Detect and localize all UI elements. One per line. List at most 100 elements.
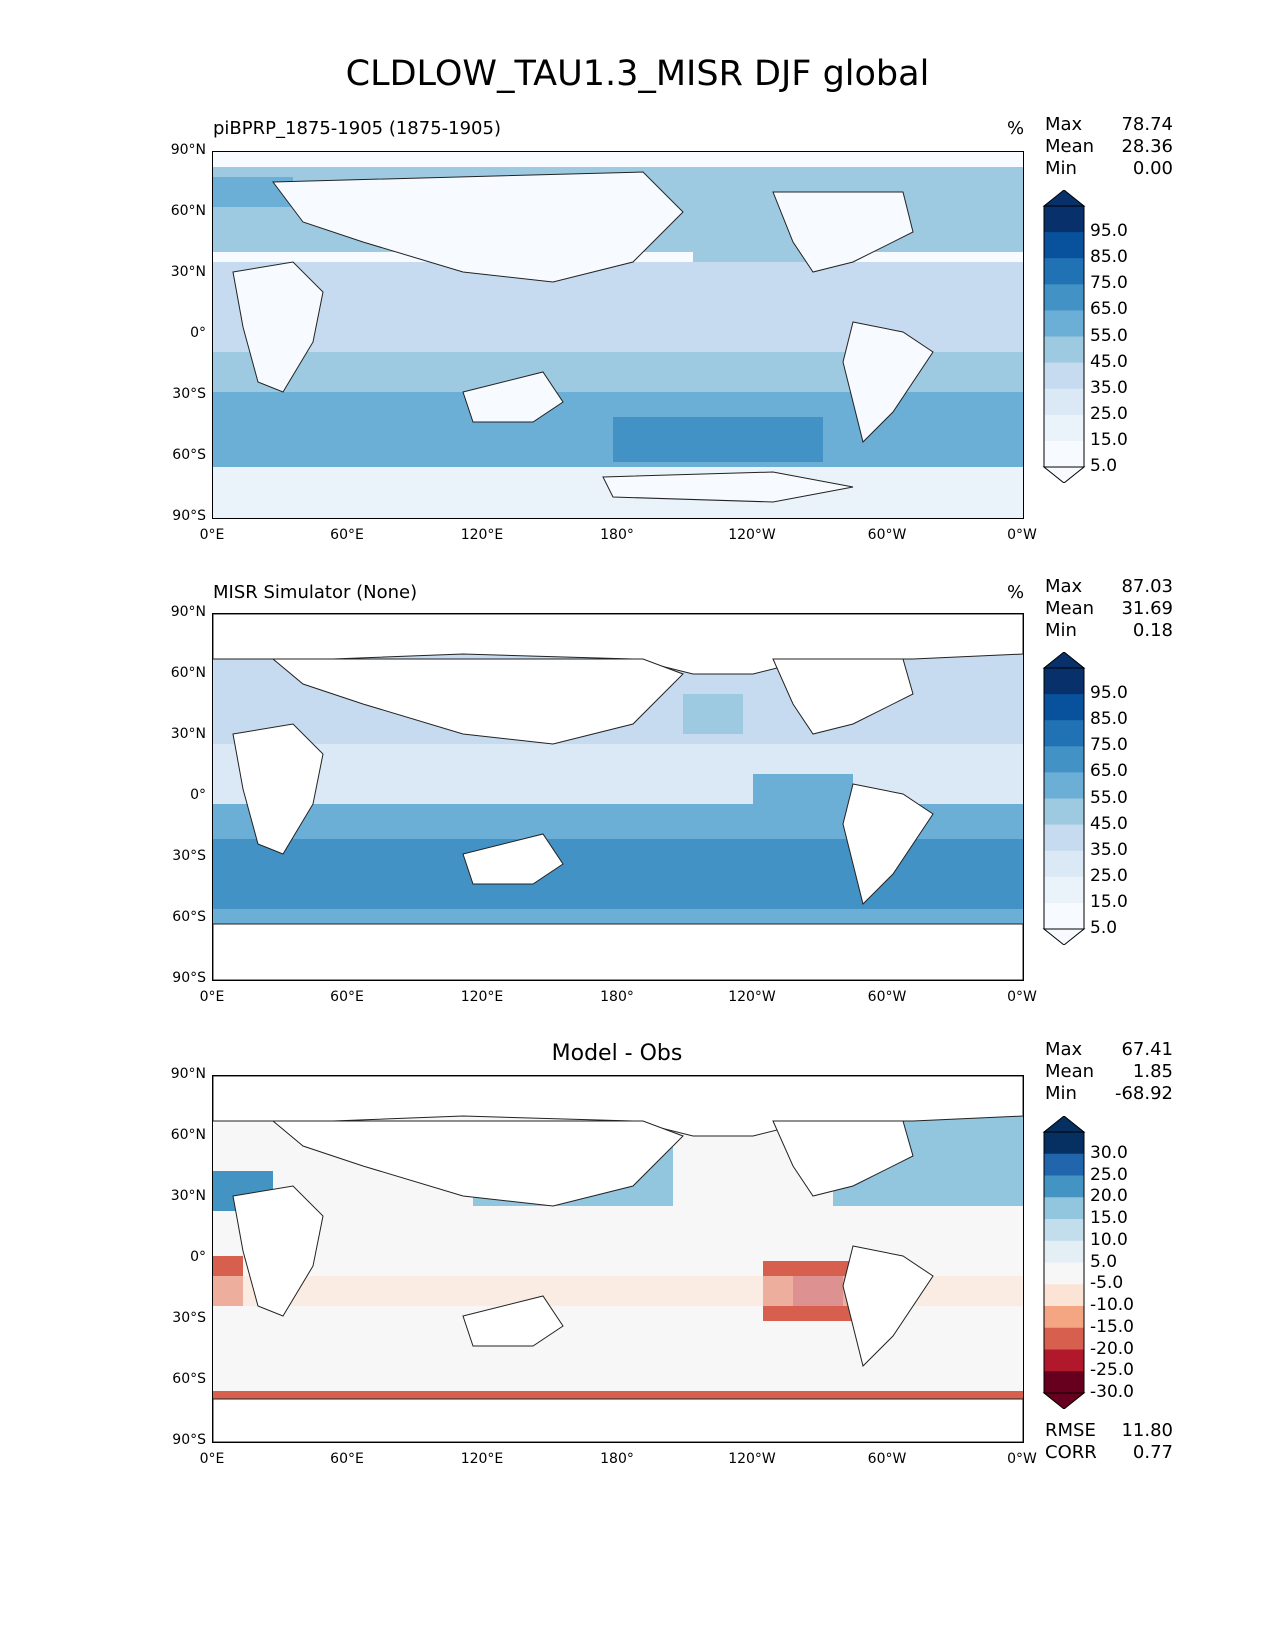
lat-tick-label: 0° <box>190 325 206 341</box>
stat-value: 28.36 <box>1121 136 1173 157</box>
colorbar-segment <box>1044 668 1084 695</box>
lon-tick-label: 120°E <box>460 527 504 543</box>
colorbar-tick-label: 25.0 <box>1090 1164 1128 1185</box>
lon-tick-label: 0°W <box>1007 527 1037 543</box>
colorbar-extend-bottom <box>1042 1392 1086 1410</box>
stat-label: Max <box>1045 114 1083 135</box>
colorbar-segment <box>1044 850 1084 878</box>
colorbar-segment <box>1044 1197 1084 1220</box>
colorbar-tick-label: 15.0 <box>1090 1208 1128 1228</box>
colorbar-extend-top <box>1042 651 1086 669</box>
colorbar-extend-bottom <box>1042 928 1086 946</box>
colorbar-tick-label: 20.0 <box>1090 1186 1128 1207</box>
colorbar-segment <box>1044 772 1084 799</box>
lat-tick-label: 90°S <box>172 1432 206 1448</box>
colorbar-segment <box>1044 824 1084 852</box>
lon-tick-label: 120°W <box>728 989 776 1005</box>
lat-tick-label: 30°S <box>172 386 206 402</box>
lat-tick-label: 90°N <box>170 604 206 620</box>
colorbar-segment <box>1044 440 1084 468</box>
colorbar-segment <box>1044 720 1084 747</box>
lon-tick-label: 60°W <box>867 527 907 543</box>
colorbar-tick-label: -25.0 <box>1090 1360 1134 1381</box>
colorbar-segment <box>1044 798 1084 826</box>
stat-label: RMSE <box>1045 1420 1096 1441</box>
stat-label: Mean <box>1045 1061 1095 1082</box>
colorbar-panel-3 <box>1042 1115 1086 1413</box>
stat-label: Max <box>1045 576 1083 597</box>
map-panel-1 <box>212 151 1024 519</box>
stat-label: Max <box>1045 1039 1083 1060</box>
lat-tick-label: 30°N <box>170 264 206 280</box>
colorbar-tick-label: 55.0 <box>1090 325 1128 346</box>
stat-label: CORR <box>1045 1442 1097 1463</box>
panel-3-extra-stats: RMSE 11.80 CORR 0.77 <box>1045 1420 1173 1464</box>
panel-1-title: piBPRP_1875-1905 (1875-1905) <box>213 118 501 139</box>
stat-label: Min <box>1045 620 1077 641</box>
colorbar-tick-label: 15.0 <box>1090 891 1128 912</box>
colorbar-tick-label: 25.0 <box>1090 403 1128 424</box>
lon-tick-label: 60°W <box>867 989 907 1005</box>
colorbar-tick-label: 25.0 <box>1090 865 1128 886</box>
panel-2-title: MISR Simulator (None) <box>213 582 418 603</box>
colorbar-segment <box>1044 746 1084 773</box>
colorbar-tick-label: -30.0 <box>1090 1382 1134 1402</box>
stat-value: 0.00 <box>1132 158 1173 179</box>
lon-tick-label: 0°E <box>199 989 225 1005</box>
colorbar-segment <box>1044 1284 1084 1307</box>
colorbar-segment <box>1044 362 1084 390</box>
colorbar-tick-label: 45.0 <box>1090 813 1128 834</box>
lon-tick-label: 60°E <box>330 989 364 1005</box>
lon-tick-label: 180° <box>600 1451 634 1467</box>
colorbar-segment <box>1044 336 1084 364</box>
map-panel-3 <box>212 1075 1024 1443</box>
colorbar-tick-label: 30.0 <box>1090 1142 1128 1163</box>
colorbar-tick-label: 75.0 <box>1090 735 1128 756</box>
panel-3-title: Model - Obs <box>551 1041 683 1066</box>
panel-2-units: % <box>1007 582 1025 603</box>
stat-label: Min <box>1045 1083 1077 1104</box>
colorbar-tick-label: 35.0 <box>1090 377 1128 398</box>
colorbar-segment <box>1044 1327 1084 1350</box>
colorbar-tick-label: 5.0 <box>1090 918 1118 938</box>
colorbar-extend-top <box>1042 189 1086 207</box>
colorbar-segment <box>1044 1132 1084 1155</box>
lat-tick-label: 60°N <box>170 1127 206 1143</box>
lon-tick-label: 120°W <box>728 1451 776 1467</box>
colorbar-segment <box>1044 1306 1084 1329</box>
panel-1-units: % <box>1007 118 1025 139</box>
colorbar-tick-label: 35.0 <box>1090 839 1128 860</box>
stat-value: 67.41 <box>1121 1039 1173 1060</box>
lon-tick-label: 60°E <box>330 1451 364 1467</box>
panel-3-stats: Max 67.41 Mean 1.85 Min -68.92 <box>1045 1039 1173 1105</box>
lat-tick-label: 60°S <box>172 1371 206 1387</box>
lon-tick-label: 120°E <box>460 989 504 1005</box>
colorbar-tick-label: 95.0 <box>1090 221 1128 242</box>
stat-value: 31.69 <box>1121 598 1173 619</box>
stat-label: Mean <box>1045 598 1095 619</box>
colorbar-panel-1 <box>1042 189 1086 487</box>
colorbar-tick-label: 15.0 <box>1090 429 1128 450</box>
lat-tick-label: 0° <box>190 787 206 803</box>
lon-tick-label: 120°W <box>728 527 776 543</box>
colorbar-segment <box>1044 1219 1084 1242</box>
colorbar-tick-label: 5.0 <box>1090 1251 1118 1272</box>
colorbar-segment <box>1044 902 1084 930</box>
colorbar-tick-label: -5.0 <box>1090 1273 1124 1294</box>
colorbar-segment <box>1044 1349 1084 1372</box>
lat-tick-label: 30°S <box>172 848 206 864</box>
lat-tick-label: 90°S <box>172 970 206 986</box>
stat-value: 87.03 <box>1121 576 1173 597</box>
colorbar-extend-top <box>1042 1115 1086 1133</box>
map-panel-2 <box>212 613 1024 981</box>
colorbar-segment <box>1044 1153 1084 1176</box>
colorbar-segment <box>1044 876 1084 904</box>
lon-tick-label: 60°W <box>867 1451 907 1467</box>
colorbar-tick-label: 65.0 <box>1090 299 1128 320</box>
colorbar-segment <box>1044 310 1084 337</box>
colorbar-tick-label: 10.0 <box>1090 1229 1128 1250</box>
lon-tick-label: 0°W <box>1007 1451 1037 1467</box>
stat-value: 0.18 <box>1132 620 1173 641</box>
colorbar-segment <box>1044 1240 1084 1263</box>
lat-tick-label: 30°N <box>170 1188 206 1204</box>
